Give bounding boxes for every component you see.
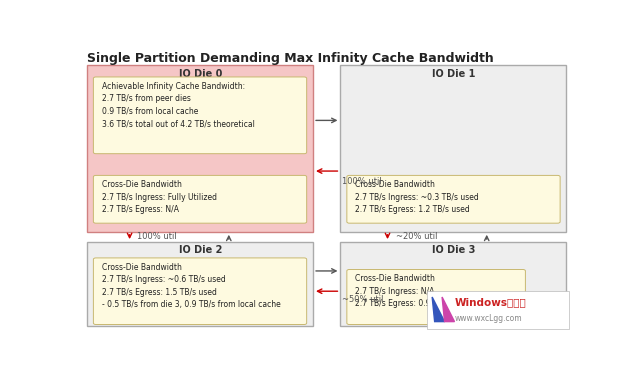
Text: www.wxcLgg.com: www.wxcLgg.com bbox=[454, 314, 522, 323]
FancyBboxPatch shape bbox=[88, 242, 313, 326]
Polygon shape bbox=[432, 297, 445, 321]
Text: IO Die 3: IO Die 3 bbox=[431, 246, 475, 255]
Text: ~20% util: ~20% util bbox=[396, 232, 438, 241]
FancyBboxPatch shape bbox=[347, 175, 560, 223]
FancyBboxPatch shape bbox=[93, 258, 307, 324]
Text: IO Die 1: IO Die 1 bbox=[431, 69, 475, 79]
Polygon shape bbox=[442, 297, 454, 321]
FancyBboxPatch shape bbox=[93, 77, 307, 154]
Text: Cross-Die Bandwidth
2.7 TB/s Ingress: ~0.3 TB/s used
2.7 TB/s Egress: 1.2 TB/s u: Cross-Die Bandwidth 2.7 TB/s Ingress: ~0… bbox=[355, 180, 479, 214]
Text: Single Partition Demanding Max Infinity Cache Bandwidth: Single Partition Demanding Max Infinity … bbox=[88, 52, 494, 65]
FancyBboxPatch shape bbox=[340, 65, 566, 232]
FancyBboxPatch shape bbox=[428, 291, 568, 329]
FancyBboxPatch shape bbox=[347, 270, 525, 324]
Text: Achievable Infinity Cache Bandwidth:
2.7 TB/s from peer dies
0.9 TB/s from local: Achievable Infinity Cache Bandwidth: 2.7… bbox=[102, 82, 255, 128]
Text: IO Die 0: IO Die 0 bbox=[179, 69, 222, 79]
Text: ~50% util: ~50% util bbox=[342, 296, 383, 305]
Text: Cross-Die Bandwidth
2.7 TB/s Ingress: Fully Utilized
2.7 TB/s Egress: N/A: Cross-Die Bandwidth 2.7 TB/s Ingress: Fu… bbox=[102, 180, 217, 214]
FancyBboxPatch shape bbox=[93, 175, 307, 223]
Text: 100% util: 100% util bbox=[342, 177, 381, 186]
Text: 100% util: 100% util bbox=[137, 232, 177, 241]
Text: IO Die 2: IO Die 2 bbox=[179, 246, 222, 255]
FancyBboxPatch shape bbox=[340, 242, 566, 326]
FancyBboxPatch shape bbox=[88, 65, 313, 232]
Text: Cross-Die Bandwidth
2.7 TB/s Ingress: N/A
2.7 TB/s Egress: 0.9 TB/s used: Cross-Die Bandwidth 2.7 TB/s Ingress: N/… bbox=[355, 274, 470, 308]
Text: Windows系统城: Windows系统城 bbox=[454, 297, 526, 307]
Text: Cross-Die Bandwidth
2.7 TB/s Ingress: ~0.6 TB/s used
2.7 TB/s Egress: 1.5 TB/s u: Cross-Die Bandwidth 2.7 TB/s Ingress: ~0… bbox=[102, 263, 280, 309]
